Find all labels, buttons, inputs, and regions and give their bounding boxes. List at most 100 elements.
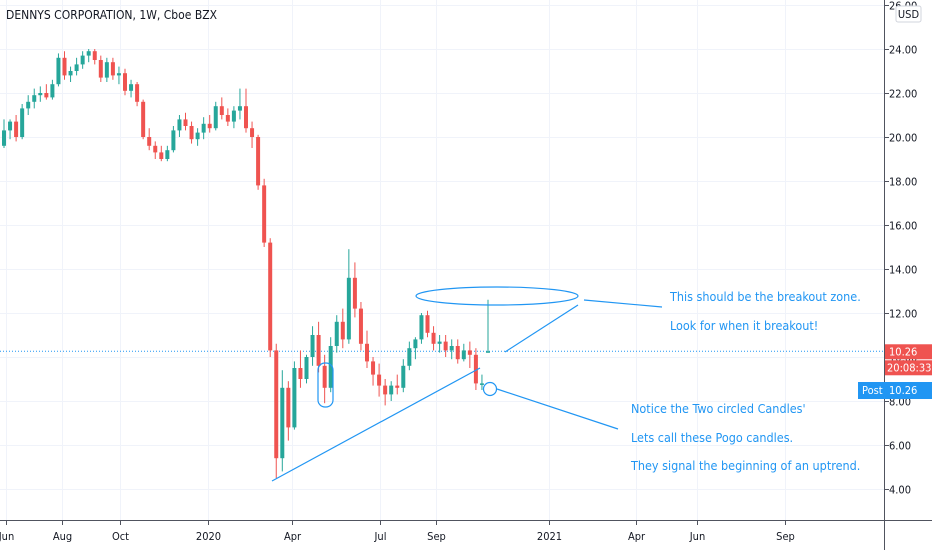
candle	[486, 299, 490, 353]
time-tick-label: Jun	[0, 530, 14, 543]
chart-grid	[0, 0, 884, 520]
candle	[455, 339, 460, 364]
candle	[8, 119, 13, 140]
currency-button[interactable]: USD	[895, 5, 922, 23]
candle	[153, 141, 158, 159]
candle-body	[68, 71, 73, 76]
candle	[86, 49, 91, 63]
candle	[316, 321, 321, 373]
candle-body	[407, 348, 412, 366]
candle-body	[413, 339, 418, 349]
candle-body	[304, 357, 309, 379]
candle-body	[153, 145, 158, 153]
candle-body	[244, 106, 248, 129]
candle-body	[141, 101, 146, 137]
post-market-value: 10.26	[889, 384, 917, 397]
price-tick-label: 14.00	[889, 264, 917, 277]
candle	[292, 361, 297, 430]
candle-body	[334, 321, 339, 346]
candle	[473, 348, 478, 390]
candle-body	[425, 315, 430, 333]
last-price-tag: 10.26 20:08:33	[885, 344, 932, 376]
candle-body	[32, 95, 37, 102]
price-axis[interactable]: 4.006.008.0010.0012.0014.0016.0018.0020.…	[884, 0, 917, 497]
candle	[110, 57, 115, 80]
candle	[461, 343, 466, 362]
chart-title: DENNYS CORPORATION, 1W, Cboe BZX	[6, 8, 218, 22]
candle	[413, 337, 418, 360]
candle	[201, 117, 206, 140]
candle-body	[389, 385, 394, 395]
price-tick-label: 12.00	[889, 308, 917, 321]
candle	[365, 330, 369, 368]
candle	[62, 51, 67, 80]
candle-body	[352, 277, 357, 309]
candle	[371, 357, 376, 386]
candle-body	[171, 130, 176, 151]
candle	[256, 134, 261, 190]
time-tick-label: Sep	[427, 530, 446, 543]
candle-body	[316, 335, 321, 366]
candle	[141, 99, 146, 140]
price-tick-label: 6.00	[889, 440, 911, 453]
candle-body	[401, 365, 406, 388]
candle	[213, 101, 218, 131]
candle	[219, 97, 224, 120]
candle	[310, 326, 315, 366]
annotations-layer	[271, 286, 663, 482]
candle-body	[219, 106, 224, 115]
price-tick-label: 20.00	[889, 132, 917, 145]
time-tick-label: Aug	[53, 530, 72, 543]
candle-body	[104, 62, 109, 78]
candle-body	[365, 343, 369, 362]
candle-body	[473, 354, 478, 384]
candle-body	[340, 321, 345, 340]
candle	[352, 262, 357, 318]
candle	[231, 106, 236, 129]
candle	[244, 88, 248, 133]
candle-body	[177, 119, 182, 131]
candle	[437, 335, 442, 353]
bar-countdown: 20:08:33	[887, 361, 931, 374]
candle-body	[116, 73, 121, 76]
candle	[395, 374, 400, 395]
time-tick-label: Sep	[776, 530, 795, 543]
candle-body	[274, 350, 279, 459]
candle	[26, 95, 31, 115]
time-axis[interactable]: Jun Aug Oct 2020 Apr Jul Sep 2021 Apr Jun Sep	[0, 520, 795, 543]
candle-body	[310, 335, 315, 357]
candle	[346, 249, 351, 344]
candle-body	[26, 101, 31, 109]
support-trendline	[271, 367, 481, 482]
last-price-value: 10.26	[889, 345, 917, 358]
candle-body	[110, 62, 115, 76]
candle-body	[44, 93, 49, 98]
candle-body	[256, 137, 261, 186]
candle	[237, 88, 242, 120]
candle-body	[280, 387, 285, 459]
candle-body	[346, 277, 351, 340]
breakout-zone-pointer	[583, 299, 663, 308]
price-tick-label: 24.00	[889, 44, 917, 57]
candle	[401, 359, 406, 393]
currency-label: USD	[898, 8, 920, 21]
candle	[479, 374, 484, 390]
candle-body	[8, 121, 13, 131]
candle	[92, 49, 97, 65]
candle	[443, 335, 448, 357]
candle	[449, 339, 454, 360]
candle-body	[20, 108, 25, 137]
candle-body	[183, 119, 188, 126]
pogo-candle-circle-2	[482, 381, 498, 397]
candle	[383, 379, 388, 406]
candle	[431, 326, 436, 351]
candle-body	[461, 350, 466, 360]
candle-body	[262, 185, 267, 243]
candle	[44, 84, 49, 100]
candle-body	[395, 385, 400, 388]
candle-body	[237, 106, 242, 111]
candle-body	[419, 315, 424, 340]
candle	[389, 381, 394, 401]
time-tick-label: 2021	[537, 530, 562, 543]
